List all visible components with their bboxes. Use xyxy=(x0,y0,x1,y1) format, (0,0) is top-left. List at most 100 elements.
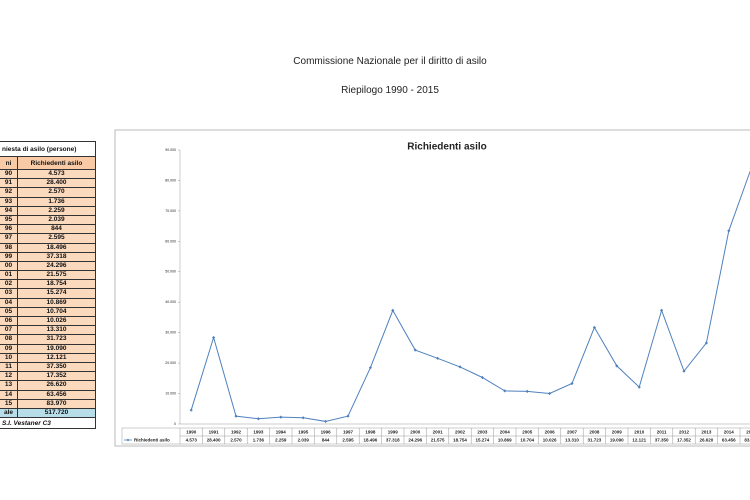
cell: 90 xyxy=(0,170,18,179)
x-tick-label: 2000 xyxy=(410,430,421,435)
cell: 94 xyxy=(0,206,18,215)
legend-marker xyxy=(126,438,130,442)
data-label: 18.496 xyxy=(364,438,378,443)
cell: 11 xyxy=(0,362,18,372)
cell: 12.121 xyxy=(46,353,67,361)
table-row: 12 17.352 xyxy=(0,372,96,382)
cell: 99 xyxy=(0,252,18,261)
cell: 15 xyxy=(0,399,18,408)
table-row: 05 10.704 xyxy=(0,307,96,317)
data-label: 10.704 xyxy=(520,438,534,443)
cell: 93 xyxy=(0,197,18,206)
cell: 18.496 xyxy=(46,243,67,251)
x-tick-label: 1995 xyxy=(298,430,309,435)
table-row: 00 24.296 xyxy=(0,261,96,272)
table-header: ni Richiedenti asilo xyxy=(0,157,96,170)
cell: 1.736 xyxy=(48,197,65,205)
data-label: 13.310 xyxy=(565,438,579,443)
table-row: 95 2.039 xyxy=(0,215,96,226)
cell: 92 xyxy=(0,188,18,197)
point xyxy=(256,417,260,421)
y-tick-label: 90.000 xyxy=(165,148,176,152)
cell: 05 xyxy=(0,307,18,316)
cell: 97 xyxy=(0,234,18,243)
y-tick-label: 60.000 xyxy=(165,239,176,243)
cell: 517.720 xyxy=(44,408,69,416)
data-label: 83.970 xyxy=(744,438,750,443)
x-tick-label: 2014 xyxy=(724,430,735,435)
table-row: 92 2.570 xyxy=(0,188,96,198)
cell: 2.570 xyxy=(48,188,65,196)
table-row: 03 15.274 xyxy=(0,289,96,299)
point xyxy=(346,414,350,418)
cell: ni xyxy=(0,157,18,169)
data-label: 63.456 xyxy=(722,438,736,443)
table-row: 99 37.318 xyxy=(0,252,96,262)
cell: 08 xyxy=(0,335,18,344)
cell: 2.595 xyxy=(48,234,65,242)
point xyxy=(525,389,529,394)
table-row: 11 37.350 xyxy=(0,362,96,373)
data-label: 21.575 xyxy=(431,438,445,443)
x-tick-label: 2002 xyxy=(455,430,466,435)
point xyxy=(682,369,686,373)
cell: Richiedenti asilo xyxy=(30,160,83,167)
x-tick-label: 1997 xyxy=(343,430,354,435)
x-tick-label: 2008 xyxy=(589,430,600,435)
data-label: 28.400 xyxy=(207,438,221,443)
data-label: 2.595 xyxy=(342,438,354,443)
cell: 10.026 xyxy=(46,317,67,324)
point xyxy=(391,308,395,312)
x-tick-label: 2005 xyxy=(522,430,533,435)
data-label: 844 xyxy=(322,438,330,443)
table-row: 04 10.869 xyxy=(0,298,96,308)
chart-frame xyxy=(114,129,750,447)
cell: 63.456 xyxy=(46,390,67,398)
data-label: 10.869 xyxy=(498,438,512,443)
y-tick-label: 10.000 xyxy=(165,391,176,395)
cell: 83.970 xyxy=(46,399,67,407)
y-tick-label: 80.000 xyxy=(165,178,176,182)
point xyxy=(234,414,238,418)
point xyxy=(279,415,283,419)
data-label: 2.570 xyxy=(230,438,242,443)
table-row: 14 63.456 xyxy=(0,390,96,400)
cell: 13 xyxy=(0,381,18,390)
cell: 18.754 xyxy=(46,280,67,288)
legend-label: Richiedenti asilo xyxy=(134,438,170,443)
page-title: Commissione Nazionale per il diritto di … xyxy=(293,56,487,67)
point xyxy=(458,365,462,369)
point xyxy=(660,308,664,312)
point xyxy=(413,348,417,352)
y-tick-label: 40.000 xyxy=(165,300,176,304)
x-tick-label: 2007 xyxy=(567,430,578,435)
cell: 26.620 xyxy=(46,381,67,389)
table-row: 10 12.121 xyxy=(0,353,96,363)
x-tick-label: 1993 xyxy=(253,430,264,435)
cell: 91 xyxy=(0,179,18,188)
x-tick-label: 2010 xyxy=(634,430,645,435)
table-row: 93 1.736 xyxy=(0,197,96,207)
table-row: 94 2.259 xyxy=(0,206,96,216)
data-label: 18.754 xyxy=(453,438,467,443)
x-tick-label: 2009 xyxy=(612,430,623,435)
cell: 02 xyxy=(0,280,18,289)
table-row: 08 31.723 xyxy=(0,335,96,345)
x-tick-label: 1992 xyxy=(231,430,242,435)
data-label: 19.090 xyxy=(610,438,624,443)
point xyxy=(727,229,731,233)
table-row: 90 4.573 xyxy=(0,170,96,180)
cell: 14 xyxy=(0,390,18,399)
x-tick-label: 2011 xyxy=(657,430,667,435)
x-tick-label: 2006 xyxy=(545,430,556,435)
chart-title: Richiedenti asilo xyxy=(407,142,486,153)
data-label: 2.039 xyxy=(298,438,310,443)
summary-table: niesta di asilo (persone) ni Richiedenti a… xyxy=(0,141,96,430)
x-tick-label: 1990 xyxy=(186,430,197,435)
y-tick-label: 50.000 xyxy=(165,270,176,274)
table-row: 97 2.595 xyxy=(0,234,96,244)
cell: 844 xyxy=(51,225,62,233)
point xyxy=(704,341,708,345)
